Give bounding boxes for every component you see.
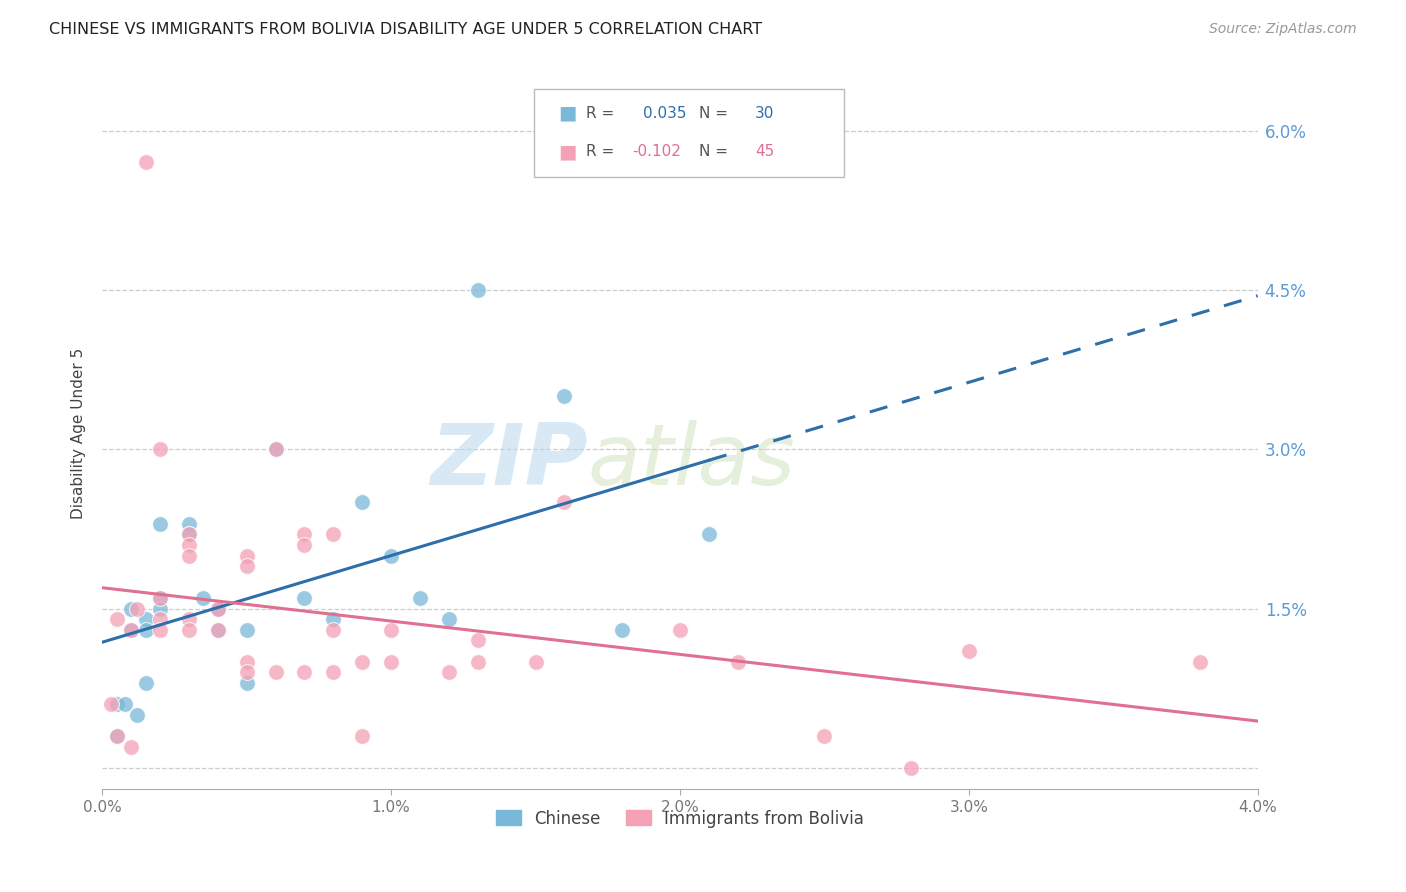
- Point: [235, 623, 257, 637]
- Point: [207, 623, 229, 637]
- Point: [120, 623, 142, 637]
- Point: [322, 527, 344, 541]
- Point: [322, 665, 344, 680]
- Point: [467, 655, 489, 669]
- Point: [149, 591, 172, 605]
- Point: [264, 665, 287, 680]
- Legend: Chinese, Immigrants from Bolivia: Chinese, Immigrants from Bolivia: [489, 803, 870, 834]
- Point: [352, 495, 374, 509]
- Text: ■: ■: [558, 103, 576, 123]
- Text: N =: N =: [699, 145, 733, 159]
- Point: [235, 676, 257, 690]
- Point: [177, 527, 200, 541]
- Point: [235, 549, 257, 563]
- Point: [553, 389, 575, 403]
- Point: [149, 516, 172, 531]
- Point: [149, 442, 172, 457]
- Point: [235, 655, 257, 669]
- Point: [1188, 655, 1211, 669]
- Point: [264, 442, 287, 457]
- Point: [125, 601, 148, 615]
- Point: [322, 623, 344, 637]
- Point: [380, 623, 402, 637]
- Point: [207, 623, 229, 637]
- Point: [149, 601, 172, 615]
- Text: -0.102: -0.102: [633, 145, 682, 159]
- Point: [193, 591, 215, 605]
- Text: 0.035: 0.035: [643, 106, 686, 120]
- Text: 45: 45: [755, 145, 775, 159]
- Point: [697, 527, 720, 541]
- Text: R =: R =: [586, 145, 620, 159]
- Text: Source: ZipAtlas.com: Source: ZipAtlas.com: [1209, 22, 1357, 37]
- Point: [135, 623, 157, 637]
- Point: [294, 591, 316, 605]
- Text: ZIP: ZIP: [430, 420, 588, 503]
- Point: [177, 527, 200, 541]
- Point: [120, 601, 142, 615]
- Point: [409, 591, 432, 605]
- Point: [294, 665, 316, 680]
- Y-axis label: Disability Age Under 5: Disability Age Under 5: [72, 348, 86, 519]
- Point: [149, 623, 172, 637]
- Point: [207, 601, 229, 615]
- Point: [177, 549, 200, 563]
- Text: atlas: atlas: [588, 420, 796, 503]
- Point: [207, 601, 229, 615]
- Point: [264, 442, 287, 457]
- Point: [105, 612, 128, 626]
- Text: 30: 30: [755, 106, 775, 120]
- Point: [105, 729, 128, 743]
- Point: [177, 538, 200, 552]
- Text: CHINESE VS IMMIGRANTS FROM BOLIVIA DISABILITY AGE UNDER 5 CORRELATION CHART: CHINESE VS IMMIGRANTS FROM BOLIVIA DISAB…: [49, 22, 762, 37]
- Point: [149, 612, 172, 626]
- Point: [114, 697, 136, 711]
- Text: R =: R =: [586, 106, 620, 120]
- Point: [437, 665, 460, 680]
- Text: ■: ■: [558, 142, 576, 161]
- Point: [553, 495, 575, 509]
- Text: N =: N =: [699, 106, 733, 120]
- Point: [467, 633, 489, 648]
- Point: [100, 697, 122, 711]
- Point: [467, 283, 489, 297]
- Point: [524, 655, 547, 669]
- Point: [105, 697, 128, 711]
- Point: [135, 155, 157, 169]
- Point: [957, 644, 980, 658]
- Point: [235, 665, 257, 680]
- Point: [322, 612, 344, 626]
- Point: [177, 623, 200, 637]
- Point: [669, 623, 692, 637]
- Point: [380, 655, 402, 669]
- Point: [294, 538, 316, 552]
- Point: [120, 739, 142, 754]
- Point: [813, 729, 835, 743]
- Point: [294, 527, 316, 541]
- Point: [177, 612, 200, 626]
- Point: [900, 761, 922, 775]
- Point: [135, 676, 157, 690]
- Point: [105, 729, 128, 743]
- Point: [235, 559, 257, 574]
- Point: [437, 612, 460, 626]
- Point: [125, 707, 148, 722]
- Point: [120, 623, 142, 637]
- Point: [149, 591, 172, 605]
- Point: [352, 729, 374, 743]
- Point: [135, 612, 157, 626]
- Point: [612, 623, 634, 637]
- Point: [380, 549, 402, 563]
- Point: [727, 655, 749, 669]
- Point: [177, 516, 200, 531]
- Point: [352, 655, 374, 669]
